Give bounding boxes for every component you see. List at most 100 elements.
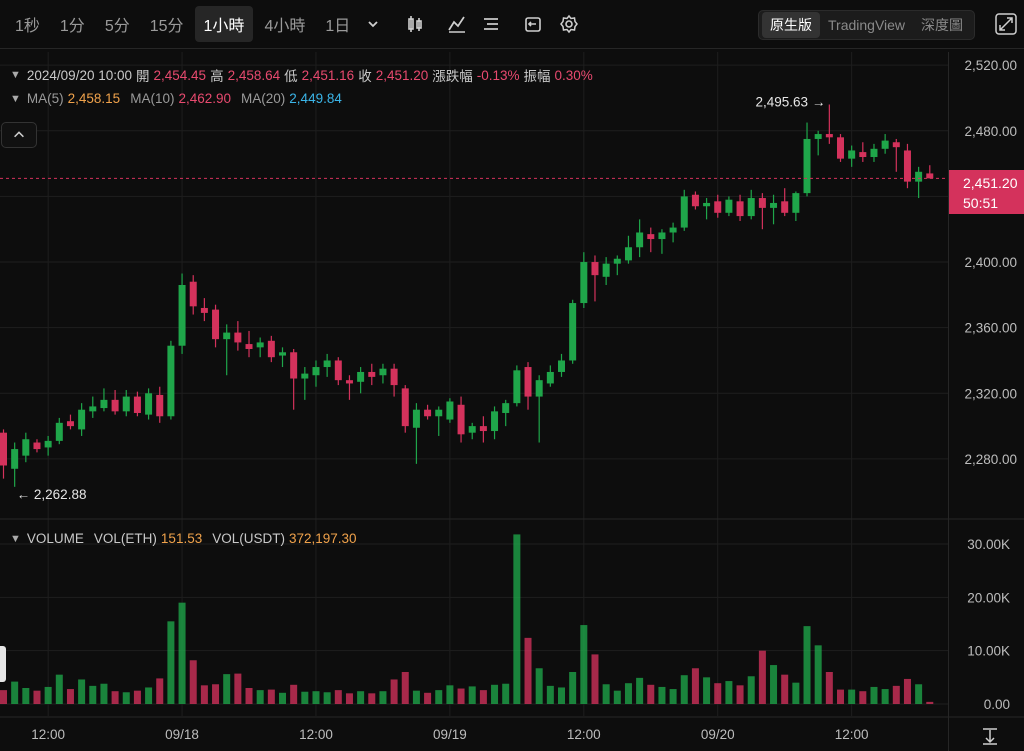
- chevron-up-icon: [14, 131, 24, 138]
- candle-body: [892, 142, 900, 148]
- volume-bar: [323, 692, 331, 704]
- candle-body: [11, 449, 19, 469]
- candle-body: [513, 370, 521, 404]
- vol-usdt-value: 372,197.30: [288, 531, 357, 546]
- price-tick-label: 2,400.00: [964, 255, 1017, 270]
- candle-body: [100, 399, 108, 409]
- candle-body: [22, 439, 30, 456]
- gear-icon[interactable]: [559, 14, 579, 34]
- candle-body: [825, 134, 833, 138]
- volume-bar: [602, 684, 610, 704]
- indicators-icon[interactable]: [447, 14, 467, 34]
- candle-body: [78, 409, 86, 430]
- candle-body: [468, 426, 476, 433]
- volume-bar: [691, 668, 699, 704]
- volume-bar: [803, 626, 811, 704]
- candle-type-icon[interactable]: [405, 14, 425, 34]
- volume-bar: [569, 672, 577, 704]
- view-depth[interactable]: 深度圖: [921, 17, 964, 33]
- interval-1d[interactable]: 1日: [325, 18, 351, 35]
- candle-body: [279, 352, 286, 356]
- volume-bar: [825, 672, 833, 704]
- volume-bar: [658, 686, 666, 704]
- candle-body: [725, 199, 733, 213]
- volume-bar: [122, 692, 130, 704]
- candle-body: [412, 409, 420, 428]
- side-panel-handle[interactable]: [0, 646, 6, 682]
- vol-eth-label: VOL(ETH): [93, 531, 157, 546]
- high-label: 高: [210, 69, 224, 84]
- collapse-ma-icon[interactable]: ▼: [10, 92, 21, 105]
- volume-bar: [267, 689, 275, 704]
- volume-bar: [892, 685, 900, 704]
- candle-body: [747, 198, 755, 217]
- volume-bar: [379, 691, 387, 704]
- settings-list-icon[interactable]: [481, 14, 501, 34]
- price-tick-label: 2,320.00: [964, 386, 1017, 401]
- volume-bar: [859, 691, 867, 704]
- fullscreen-icon[interactable]: [994, 12, 1018, 36]
- volume-bar: [156, 678, 164, 704]
- time-tick-label: 09/18: [165, 727, 199, 742]
- volume-bar: [870, 686, 878, 704]
- interval-15m[interactable]: 15分: [149, 18, 184, 35]
- volume-bar: [100, 683, 108, 704]
- interval-1s[interactable]: 1秒: [15, 18, 40, 35]
- candle-body: [691, 194, 699, 207]
- candle-body: [680, 196, 688, 228]
- interval-5m[interactable]: 5分: [104, 18, 130, 35]
- volume-tick-label: 10.00K: [967, 644, 1010, 659]
- view-native[interactable]: 原生版: [762, 12, 820, 38]
- datetime: 2024/09/20 10:00: [26, 67, 132, 83]
- candle-body: [401, 388, 409, 427]
- candle-body: [502, 403, 510, 413]
- volume-bar: [89, 685, 97, 704]
- candle-body: [55, 422, 63, 441]
- collapse-ohlc-icon[interactable]: ▼: [10, 69, 21, 81]
- candle-body: [167, 345, 175, 417]
- price-chart[interactable]: 2,280.002,320.002,360.002,400.002,440.00…: [0, 49, 1024, 751]
- candle-body: [781, 201, 789, 213]
- collapse-indicators-button[interactable]: [1, 122, 37, 148]
- time-tick-label: 09/20: [701, 727, 735, 742]
- candle-body: [636, 232, 644, 248]
- candle-body: [111, 399, 119, 412]
- change-value: -0.13%: [476, 67, 520, 83]
- volume-bar: [66, 689, 74, 704]
- view-tradingview[interactable]: TradingView: [828, 17, 906, 33]
- candle-body: [792, 193, 800, 213]
- interval-4h[interactable]: 4小時: [264, 18, 306, 35]
- candle-body: [903, 150, 911, 182]
- volume-bar: [178, 602, 186, 704]
- collapse-volume-icon[interactable]: ▼: [10, 532, 21, 545]
- candle-body: [524, 367, 532, 397]
- volume-bar: [133, 690, 141, 704]
- interval-1m[interactable]: 1分: [59, 18, 85, 35]
- scale-reset-icon[interactable]: [983, 728, 997, 745]
- volume-bar: [680, 675, 688, 704]
- volume-bar: [736, 685, 744, 704]
- more-intervals-chevron-down-icon[interactable]: [363, 14, 383, 34]
- low-value: 2,451.16: [301, 67, 355, 83]
- replay-icon[interactable]: [523, 14, 543, 34]
- candle-body: [44, 440, 52, 448]
- close-label: 收: [358, 69, 372, 84]
- candle-body: [66, 421, 74, 427]
- candle-body: [312, 367, 320, 376]
- high-marker-label: 2,495.63 →: [756, 95, 826, 110]
- view-switch: 原生版 TradingView 深度圖: [758, 10, 976, 40]
- candle-body: [926, 173, 934, 179]
- time-tick-label: 12:00: [567, 727, 601, 742]
- candle-body: [591, 262, 599, 276]
- volume-tick-label: 20.00K: [967, 590, 1010, 605]
- low-label: 低: [284, 69, 298, 84]
- volume-bar: [669, 689, 677, 704]
- volume-bar: [457, 688, 465, 704]
- candle-body: [379, 368, 387, 376]
- interval-1h[interactable]: 1小時: [194, 6, 254, 42]
- volume-bar: [624, 683, 632, 704]
- volume-bar: [435, 690, 443, 704]
- ma-info: ▼ MA(5) 2,458.15 MA(10) 2,462.90 MA(20) …: [10, 91, 346, 106]
- volume-bar: [0, 690, 7, 704]
- open-value: 2,454.45: [153, 67, 207, 83]
